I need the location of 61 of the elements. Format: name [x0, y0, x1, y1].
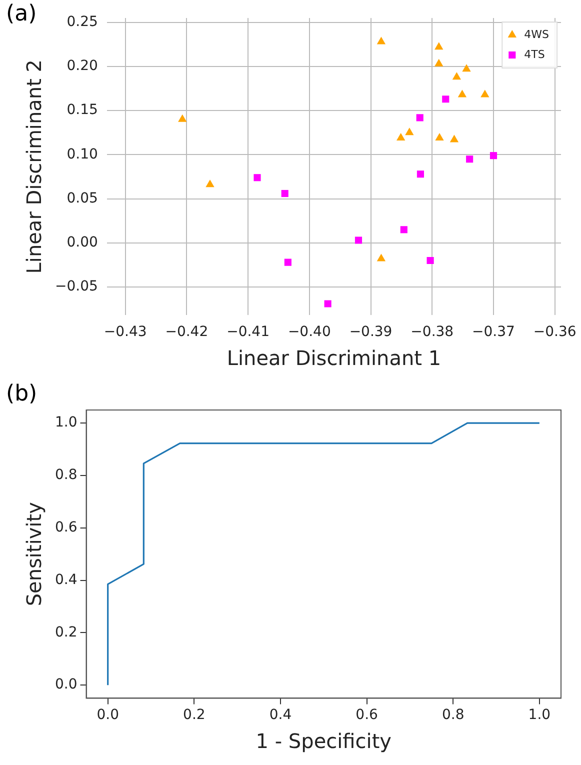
point	[178, 114, 187, 122]
y-tick-label: 0.05	[66, 190, 98, 206]
point	[400, 226, 408, 234]
y-tick-label: 0.00	[66, 234, 98, 251]
point	[281, 190, 288, 198]
point	[442, 96, 450, 103]
x-axis-title: Linear Discriminant 1	[226, 346, 442, 370]
point	[434, 42, 444, 50]
x-tick-label: 1.0	[528, 707, 551, 724]
y-tick-label: 0.0	[55, 676, 78, 693]
point	[254, 174, 261, 182]
y-tick-label: 0.25	[66, 14, 98, 30]
x-tick-label: 0.6	[356, 707, 378, 724]
y-tick-label: 1.0	[55, 414, 78, 431]
point	[405, 128, 414, 136]
text: (a)	[6, 2, 37, 27]
x-tick-label: 0.8	[442, 707, 464, 724]
point	[416, 170, 424, 178]
point	[416, 114, 424, 122]
x-tick-label: −0.42	[165, 324, 208, 340]
x-tick-label: −0.41	[226, 324, 270, 340]
point	[452, 72, 462, 80]
point	[284, 258, 292, 266]
y-tick-label: 0.6	[55, 520, 78, 536]
point	[450, 134, 459, 142]
point	[376, 254, 386, 262]
x-axis-title: 1 - Specificity	[256, 729, 392, 754]
x-tick-label: 0.4	[269, 707, 292, 724]
y-axis-title: Sensitivity	[22, 502, 46, 606]
x-tick-label: −0.36	[533, 324, 576, 340]
legend-label: 4WS	[524, 28, 550, 41]
point	[426, 256, 434, 264]
y-tick-label: 0.15	[66, 102, 98, 118]
point	[462, 64, 471, 72]
y-tick-label: 0.20	[66, 58, 98, 74]
point	[324, 300, 332, 308]
y-tick-label: 0.10	[66, 146, 98, 162]
y-tick-label: 0.8	[55, 467, 78, 484]
x-tick-label: −0.39	[349, 324, 392, 340]
y-tick-label: 0.2	[55, 624, 78, 640]
x-tick-label: −0.40	[288, 324, 331, 340]
y-tick-label: 0.4	[55, 572, 78, 588]
point	[435, 132, 444, 140]
y-axis-title: Linear Discriminant 2	[22, 59, 46, 274]
point	[376, 36, 386, 44]
x-tick-label: −0.37	[472, 324, 515, 340]
x-tick-label: 0.2	[183, 707, 206, 724]
x-tick-label: −0.43	[104, 324, 147, 340]
y-tick-label: −0.05	[54, 278, 98, 295]
text: (b)	[6, 382, 38, 407]
legend-label: 4TS	[524, 48, 545, 61]
point	[434, 58, 444, 66]
point	[206, 180, 214, 188]
point	[396, 132, 406, 140]
point	[354, 236, 362, 244]
point	[466, 156, 474, 163]
x-tick-label: −0.38	[410, 324, 454, 340]
point	[480, 90, 490, 98]
x-tick-label: 0.0	[96, 707, 119, 724]
point	[458, 90, 467, 98]
point	[490, 152, 498, 160]
